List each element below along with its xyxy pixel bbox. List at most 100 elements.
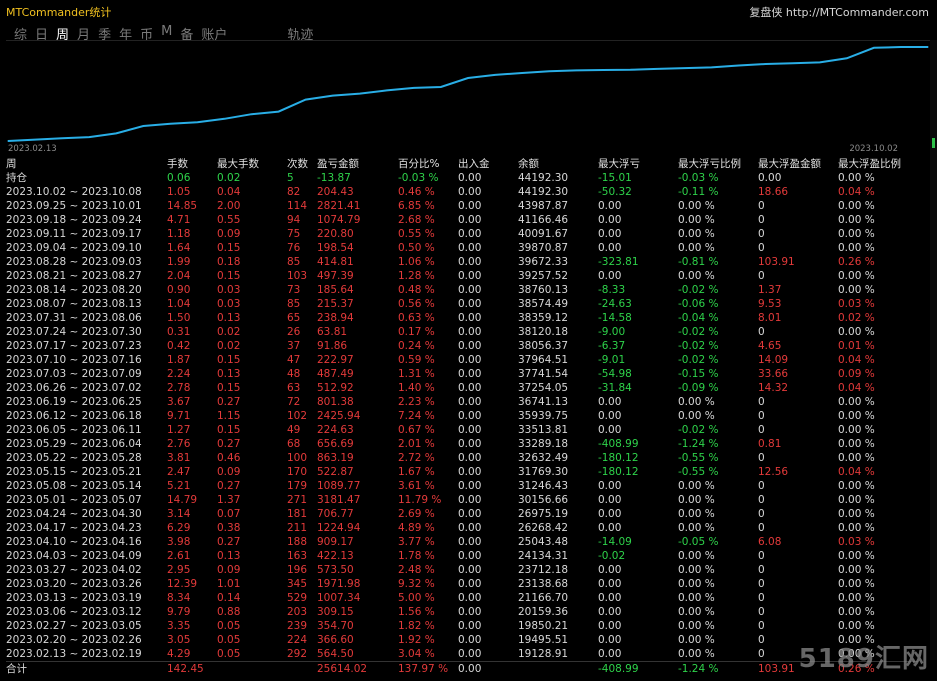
table-row[interactable]: 2023.05.08 ~ 2023.05.14 5.21 0.27 179 1089.7… — [6, 479, 918, 493]
cell: 0.15 — [217, 270, 241, 282]
right-scrollbar[interactable] — [930, 40, 937, 660]
cell: -0.09 % — [678, 382, 719, 394]
cell: 0.27 — [217, 536, 241, 548]
equity-point-27 — [737, 64, 740, 67]
tab-5[interactable]: 年 — [119, 28, 133, 43]
table-row[interactable]: 2023.10.02 ~ 2023.10.08 1.05 0.04 82 204.43 0… — [6, 185, 918, 199]
cell: 0.00 % — [838, 326, 875, 338]
table-row[interactable]: 2023.05.22 ~ 2023.05.28 3.81 0.46 100 863.19… — [6, 451, 918, 465]
table-row[interactable]: 2023.07.10 ~ 2023.07.16 1.87 0.15 47 222.97 0… — [6, 353, 918, 367]
tab-4[interactable]: 季 — [98, 28, 112, 43]
col-header-1[interactable]: 手数 — [167, 158, 188, 170]
cell: 6.85 % — [398, 200, 435, 212]
equity-curve-svg: 2023.02.13 2023.10.02 — [7, 46, 929, 154]
table-row[interactable]: 2023.07.17 ~ 2023.07.23 0.42 0.02 37 91.86 0.… — [6, 339, 918, 353]
cell: 801.38 — [317, 396, 354, 408]
tab-8[interactable]: 备 — [180, 28, 194, 43]
table-row[interactable]: 2023.04.10 ~ 2023.04.16 3.98 0.27 188 909.17… — [6, 535, 918, 549]
col-header-5[interactable]: 百分比% — [398, 158, 440, 170]
cell: 37254.05 — [518, 382, 569, 394]
cell: 0.00 — [458, 368, 482, 380]
table-row[interactable]: 2023.06.05 ~ 2023.06.11 1.27 0.15 49 224.63 0… — [6, 423, 918, 437]
cell: 0.04 — [217, 186, 241, 198]
table-row[interactable]: 2023.08.07 ~ 2023.08.13 1.04 0.03 85 215.37 0… — [6, 297, 918, 311]
table-row[interactable]: 2023.09.11 ~ 2023.09.17 1.18 0.09 75 220.80 0… — [6, 227, 918, 241]
tab-9[interactable]: 账户 — [201, 28, 228, 43]
table-row[interactable]: 2023.06.12 ~ 2023.06.18 9.71 1.15 102 2425.9… — [6, 409, 918, 423]
holding-row[interactable]: 持仓 0.06 0.02 5 -13.87 -0.03 % 0.00 44192.30 -15.… — [6, 171, 918, 185]
table-row[interactable]: 2023.08.28 ~ 2023.09.03 1.99 0.18 85 414.81 1… — [6, 255, 918, 269]
tab-10[interactable]: 轨迹 — [287, 28, 314, 43]
table-row[interactable]: 2023.07.24 ~ 2023.07.30 0.31 0.02 26 63.81 0.… — [6, 325, 918, 339]
cell: 0.00 % — [678, 564, 715, 576]
cell: 2023.05.08 ~ 2023.05.14 — [6, 480, 142, 492]
total-cell: 137.97 % — [398, 661, 458, 676]
table-row[interactable]: 2023.03.20 ~ 2023.03.26 12.39 1.01 345 1971.… — [6, 577, 918, 591]
cell: 36741.13 — [518, 396, 569, 408]
cell: 0.00 — [598, 648, 622, 660]
table-row[interactable]: 2023.09.18 ~ 2023.09.24 4.71 0.55 94 1074.79… — [6, 213, 918, 227]
cell: 0 — [758, 424, 765, 436]
equity-point-17 — [467, 77, 469, 79]
col-header-2[interactable]: 最大手数 — [217, 158, 259, 170]
table-row[interactable]: 2023.05.15 ~ 2023.05.21 2.47 0.09 170 522.87… — [6, 465, 918, 479]
tab-3[interactable]: 月 — [77, 28, 91, 43]
cell: 3.77 % — [398, 536, 435, 548]
tab-0[interactable]: 综 — [14, 28, 28, 43]
table-row[interactable]: 2023.07.31 ~ 2023.08.06 1.50 0.13 65 238.94 0… — [6, 311, 918, 325]
brand-url[interactable]: http://MTCommander.com — [785, 6, 929, 19]
col-header-7[interactable]: 余额 — [518, 158, 539, 170]
cell: 100 — [287, 452, 308, 464]
table-row[interactable]: 2023.02.13 ~ 2023.02.19 4.29 0.05 292 564.50… — [6, 647, 918, 662]
cell: 0.26 % — [838, 256, 875, 268]
table-row[interactable]: 2023.08.14 ~ 2023.08.20 0.90 0.03 73 185.64 0… — [6, 283, 918, 297]
table-row[interactable]: 2023.04.03 ~ 2023.04.09 2.61 0.13 163 422.13… — [6, 549, 918, 563]
tab-7[interactable]: M — [161, 24, 173, 39]
title-bar: MTCommander统计 复盘侠 http://MTCommander.com — [0, 0, 937, 22]
table-row[interactable]: 2023.06.19 ~ 2023.06.25 3.67 0.27 72 801.38 2… — [6, 395, 918, 409]
brand-link[interactable]: 复盘侠 http://MTCommander.com — [749, 4, 929, 20]
tab-2[interactable]: 周 — [56, 28, 70, 43]
cell: -0.55 % — [678, 452, 719, 464]
col-header-9[interactable]: 最大浮亏比例 — [678, 158, 741, 170]
table-row[interactable]: 2023.02.27 ~ 2023.03.05 3.35 0.05 239 354.70… — [6, 619, 918, 633]
col-header-8[interactable]: 最大浮亏 — [598, 158, 640, 170]
equity-point-11 — [305, 99, 307, 101]
col-header-0[interactable]: 周 — [6, 158, 17, 170]
col-header-6[interactable]: 出入金 — [458, 158, 490, 170]
table-row[interactable]: 2023.05.29 ~ 2023.06.04 2.76 0.27 68 656.69 2… — [6, 437, 918, 451]
cell: 20159.36 — [518, 606, 569, 618]
col-header-3[interactable]: 次数 — [287, 158, 308, 170]
cell: 0.00 — [458, 186, 482, 198]
table-row[interactable]: 2023.06.26 ~ 2023.07.02 2.78 0.15 63 512.92 1… — [6, 381, 918, 395]
table-row[interactable]: 2023.09.04 ~ 2023.09.10 1.64 0.15 76 198.54 0… — [6, 241, 918, 255]
cell: -0.05 % — [678, 536, 719, 548]
scroll-indicator[interactable] — [932, 138, 935, 148]
col-header-4[interactable]: 盈亏金额 — [317, 158, 359, 170]
cell: 0.03 — [217, 284, 241, 296]
table-row[interactable]: 2023.04.17 ~ 2023.04.23 6.29 0.38 211 1224.9… — [6, 521, 918, 535]
table-row[interactable]: 2023.03.27 ~ 2023.04.02 2.95 0.09 196 573.50… — [6, 563, 918, 577]
table-row[interactable]: 2023.07.03 ~ 2023.07.09 2.24 0.13 48 487.49 1… — [6, 367, 918, 381]
table-row[interactable]: 2023.02.20 ~ 2023.02.26 3.05 0.05 224 366.60… — [6, 633, 918, 647]
cell: 2023.02.13 ~ 2023.02.19 — [6, 648, 142, 660]
cell: 2.23 % — [398, 396, 435, 408]
table-row[interactable]: 2023.03.06 ~ 2023.03.12 9.79 0.88 203 309.15… — [6, 605, 918, 619]
tab-6[interactable]: 币 — [140, 28, 154, 43]
cell: 0.00 — [598, 410, 622, 422]
table-row[interactable]: 2023.08.21 ~ 2023.08.27 2.04 0.15 103 497.39… — [6, 269, 918, 283]
cell: 0.00 — [598, 242, 622, 254]
table-row[interactable]: 2023.09.25 ~ 2023.10.01 14.85 2.00 114 2821.… — [6, 199, 918, 213]
cell: -0.02 % — [678, 424, 719, 436]
table-row[interactable]: 2023.04.24 ~ 2023.04.30 3.14 0.07 181 706.77… — [6, 507, 918, 521]
equity-point-28 — [765, 63, 767, 65]
col-header-10[interactable]: 最大浮盈金额 — [758, 158, 821, 170]
table-row[interactable]: 2023.05.01 ~ 2023.05.07 14.79 1.37 271 3181.… — [6, 493, 918, 507]
cell: 0 — [758, 270, 765, 282]
cell: 33.66 — [758, 368, 789, 380]
tab-1[interactable]: 日 — [35, 28, 49, 43]
cell: 522.87 — [317, 466, 354, 478]
col-header-11[interactable]: 最大浮盈比例 — [838, 158, 901, 170]
cell: 3.67 — [167, 396, 191, 408]
table-row[interactable]: 2023.03.13 ~ 2023.03.19 8.34 0.14 529 1007.3… — [6, 591, 918, 605]
